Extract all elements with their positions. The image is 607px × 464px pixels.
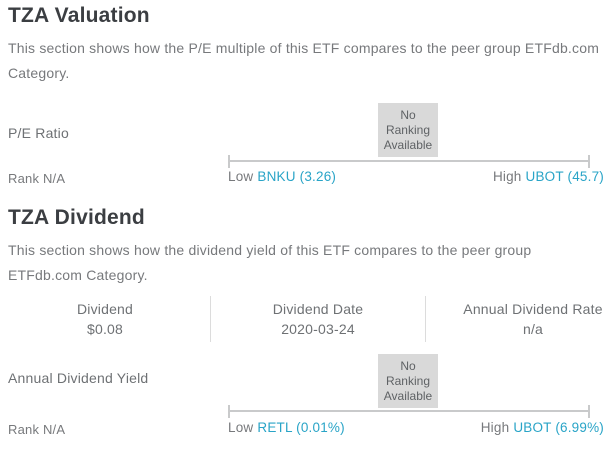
dividend-column-header: Dividend [76, 301, 134, 317]
valuation-rank-label: Rank N/A [8, 171, 66, 186]
valuation-section-description: This section shows how the P/E multiple … [8, 40, 600, 81]
dividend-table-cell: Dividend $0.08 [0, 296, 210, 342]
range-high-prefix: High [480, 420, 510, 435]
dividend-table-cell: Dividend Date 2020-03-24 [210, 296, 425, 342]
range-low-label: Low BNKU (3.26) [228, 169, 336, 184]
range-bar-line [228, 160, 590, 162]
pe-ratio-range-bar [228, 155, 590, 168]
dividend-section-title: TZA Dividend [8, 206, 145, 229]
range-low-prefix: Low [228, 169, 254, 184]
no-ranking-badge-valuation: No Ranking Available [378, 103, 438, 157]
range-low-prefix: Low [228, 420, 254, 435]
pe-ratio-label: P/E Ratio [8, 125, 69, 141]
dividend-yield-range-bar [228, 405, 590, 418]
dividend-date-column-header: Dividend Date [272, 301, 364, 317]
range-low-label: Low RETL (0.01%) [228, 420, 345, 435]
no-ranking-badge-dividend: No Ranking Available [378, 354, 438, 408]
dividend-rank-label: Rank N/A [8, 422, 66, 437]
valuation-section-title: TZA Valuation [8, 4, 150, 27]
dividend-yield-range-labels: Low RETL (0.01%) High UBOT (6.99%) [228, 420, 604, 435]
range-bar-line [228, 410, 590, 412]
annual-dividend-rate-column-header: Annual Dividend Rate [463, 301, 603, 317]
low-ticker-link[interactable]: BNKU (3.26) [257, 169, 337, 184]
high-ticker-link[interactable]: UBOT (6.99%) [513, 420, 604, 435]
annual-dividend-yield-label: Annual Dividend Yield [8, 370, 149, 386]
low-ticker-link[interactable]: RETL (0.01%) [257, 420, 345, 435]
range-high-prefix: High [492, 169, 522, 184]
range-high-label: High UBOT (6.99%) [481, 420, 604, 435]
annual-dividend-rate-column-value: n/a [522, 321, 544, 337]
range-bar-right-tick [588, 155, 590, 168]
dividend-column-value: $0.08 [86, 321, 124, 337]
pe-ratio-range-labels: Low BNKU (3.26) High UBOT (45.7) [228, 169, 604, 184]
dividend-section-description: This section shows how the dividend yiel… [8, 242, 532, 283]
dividend-table: Dividend $0.08 Dividend Date 2020-03-24 … [0, 296, 607, 342]
high-ticker-link[interactable]: UBOT (45.7) [525, 169, 604, 184]
dividend-date-column-value: 2020-03-24 [281, 321, 355, 337]
dividend-table-cell: Annual Dividend Rate n/a [425, 296, 607, 342]
range-bar-right-tick [588, 405, 590, 418]
range-high-label: High UBOT (45.7) [493, 169, 604, 184]
